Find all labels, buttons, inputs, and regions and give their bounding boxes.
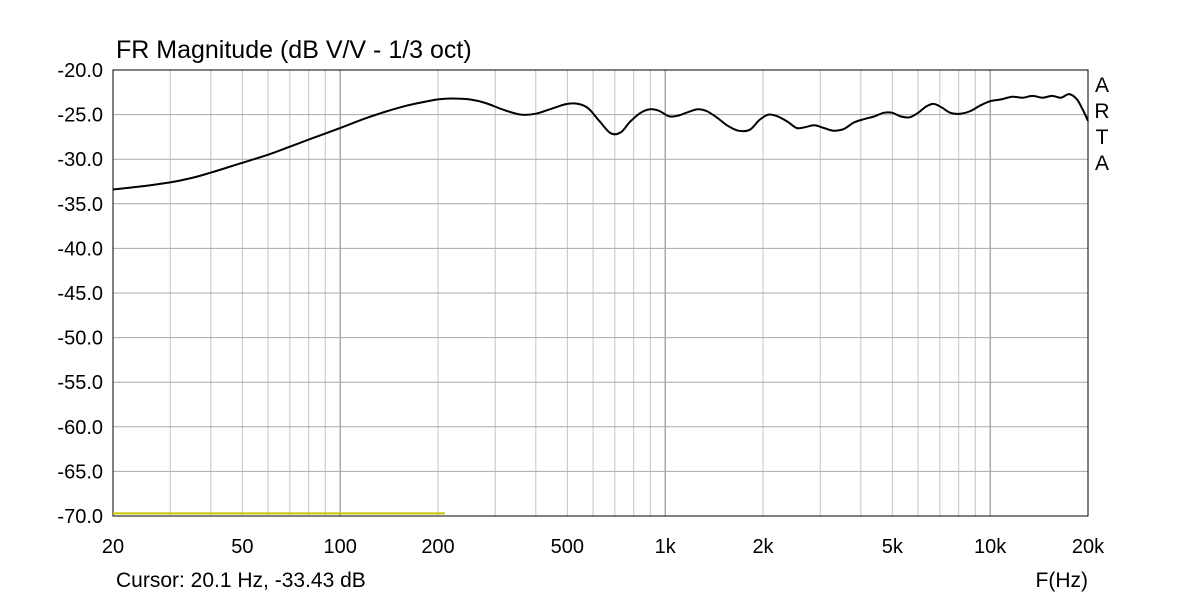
y-tick-label: -30.0	[57, 149, 103, 171]
grid-layer	[113, 70, 1088, 516]
x-tick-label: 5k	[882, 536, 904, 558]
x-axis-label: F(Hz)	[1036, 569, 1088, 592]
x-tick-label: 1k	[655, 536, 677, 558]
y-tick-label: -65.0	[57, 461, 103, 483]
x-tick-label: 100	[323, 536, 356, 558]
y-tick-label: -35.0	[57, 194, 103, 216]
y-tick-label: -45.0	[57, 283, 103, 305]
y-tick-label: -40.0	[57, 238, 103, 260]
y-tick-label: -70.0	[57, 506, 103, 528]
y-tick-label: -20.0	[57, 60, 103, 82]
x-tick-label: 20	[102, 536, 124, 558]
x-tick-label: 2k	[752, 536, 774, 558]
arta-letter: A	[1095, 74, 1109, 97]
cursor-readout: Cursor: 20.1 Hz, -33.43 dB	[116, 569, 366, 592]
x-tick-labels: 20 50 100 200 500 1k 2k 5k 10k 20k	[102, 536, 1105, 558]
arta-letter: R	[1094, 100, 1109, 123]
series-layer	[112, 93, 1089, 191]
plot-frame	[112, 69, 1089, 517]
fr-magnitude-curve	[112, 93, 1089, 191]
x-tick-label: 500	[551, 536, 584, 558]
x-tick-label: 200	[421, 536, 454, 558]
y-tick-label: -55.0	[57, 372, 103, 394]
arta-letter: T	[1096, 126, 1109, 149]
arta-letter: A	[1095, 152, 1109, 175]
x-tick-label: 20k	[1072, 536, 1105, 558]
y-tick-label: -25.0	[57, 105, 103, 127]
y-tick-label: -50.0	[57, 328, 103, 350]
x-tick-label: 50	[231, 536, 253, 558]
y-tick-label: -60.0	[57, 417, 103, 439]
x-tick-label: 10k	[974, 536, 1007, 558]
y-tick-labels: -20.0 -25.0 -30.0 -35.0 -40.0 -45.0 -50.0 -55.0…	[57, 60, 103, 528]
chart-title: FR Magnitude (dB V/V - 1/3 oct)	[116, 36, 472, 64]
